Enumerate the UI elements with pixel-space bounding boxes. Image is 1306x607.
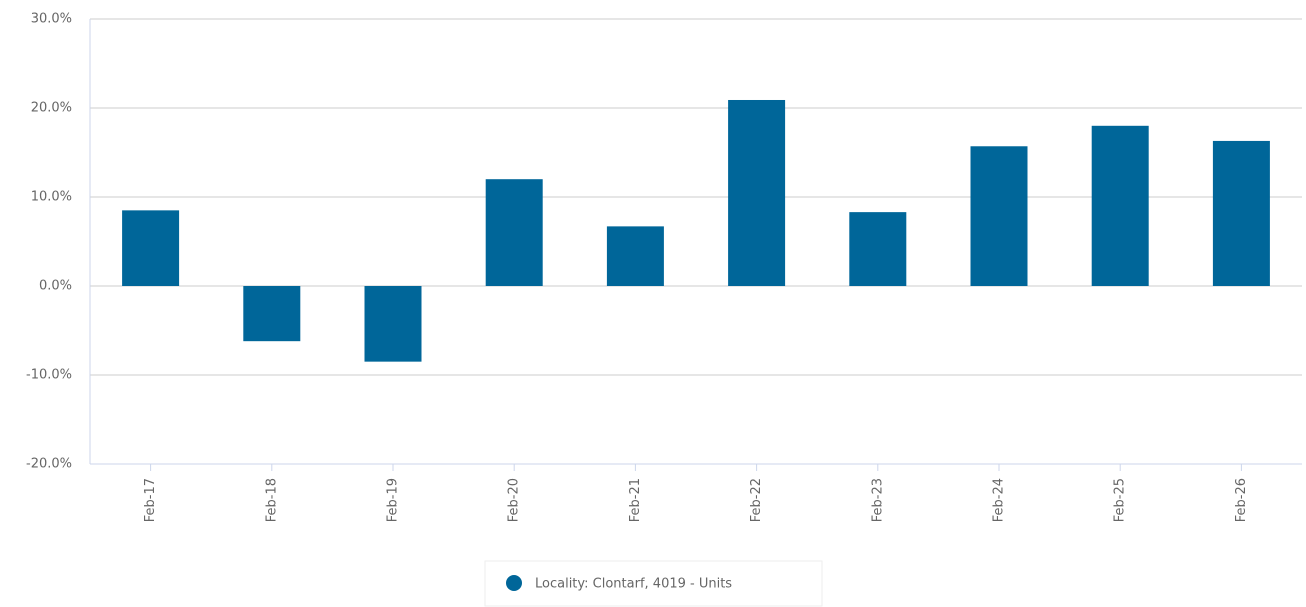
y-tick-label: -10.0%: [26, 368, 72, 383]
x-tick-label: Feb-19: [386, 478, 401, 522]
x-tick-label: Feb-24: [992, 478, 1007, 522]
bar: [122, 210, 180, 286]
y-tick-label: 30.0%: [31, 12, 72, 27]
x-tick-label: Feb-17: [143, 478, 158, 522]
y-tick-label: 0.0%: [39, 279, 72, 294]
legend-label: Locality: Clontarf, 4019 - Units: [535, 577, 732, 592]
bar: [606, 226, 664, 286]
bar: [728, 99, 786, 287]
x-tick-label: Feb-23: [870, 478, 885, 522]
bar: [1091, 125, 1149, 286]
bar: [849, 212, 907, 286]
x-tick-label: Feb-21: [628, 478, 643, 522]
bar: [970, 146, 1028, 286]
x-tick-label: Feb-22: [749, 478, 764, 522]
x-tick-label: Feb-26: [1234, 478, 1249, 522]
legend-marker: [506, 575, 522, 591]
y-tick-label: 20.0%: [31, 101, 72, 116]
bar: [243, 286, 301, 342]
legend-box: [484, 560, 823, 607]
x-tick-label: Feb-25: [1113, 478, 1128, 522]
x-tick-label: Feb-18: [264, 478, 279, 522]
y-tick-label: 10.0%: [31, 190, 72, 205]
bar: [364, 286, 422, 362]
y-tick-label: -20.0%: [26, 457, 72, 472]
bar: [1212, 140, 1270, 286]
x-tick-label: Feb-20: [507, 478, 522, 522]
bar: [485, 179, 543, 286]
